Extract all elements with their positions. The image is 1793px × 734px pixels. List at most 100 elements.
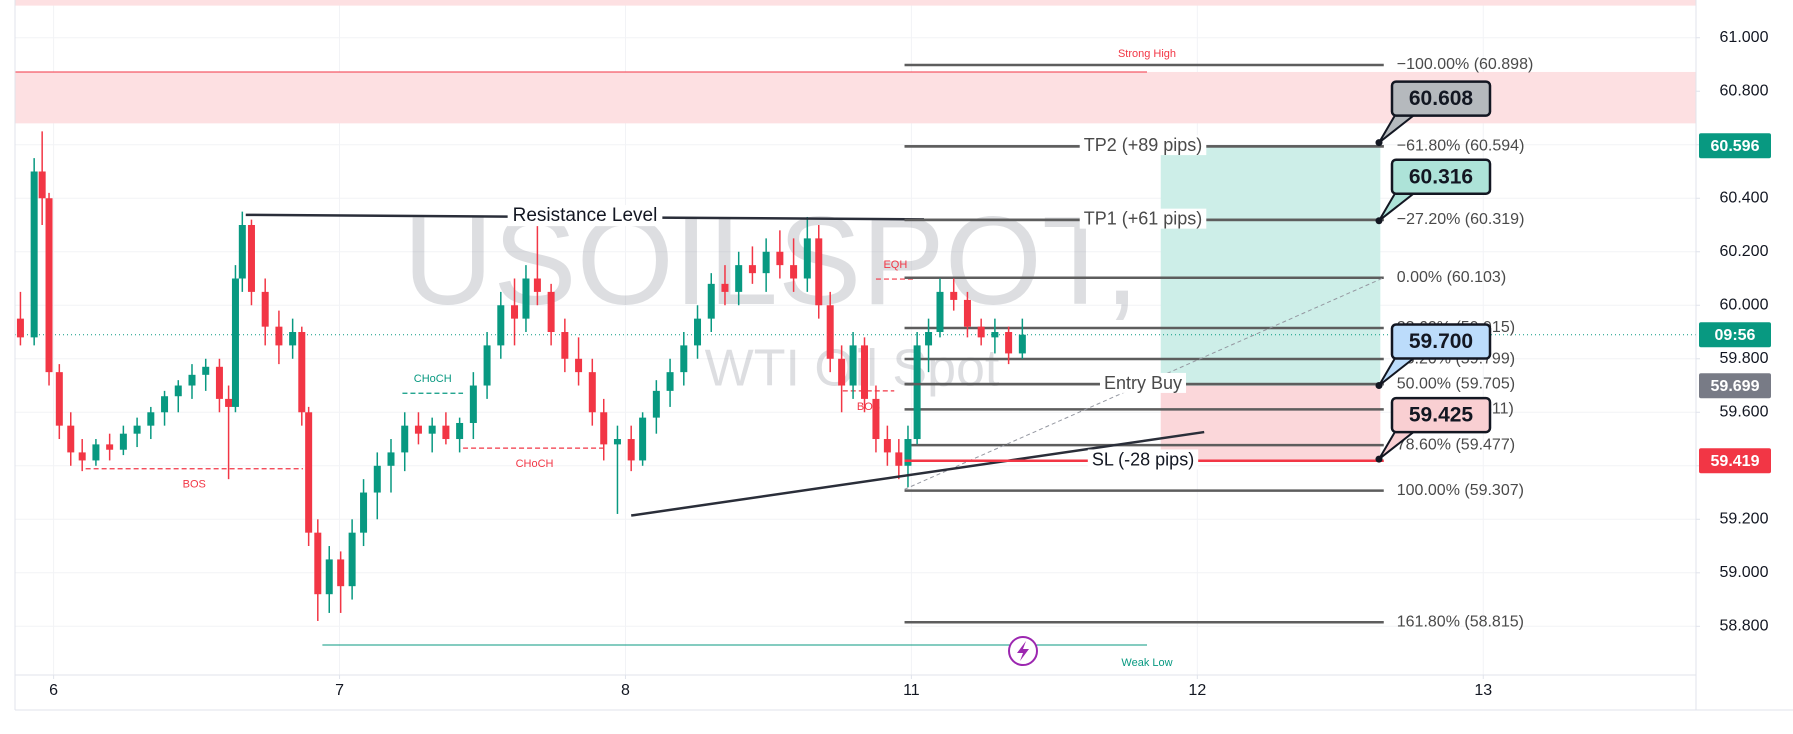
trade-level-label: TP2 (+89 pips) <box>1084 135 1203 155</box>
label-background <box>1079 208 1207 229</box>
fib-label: 0.00% (60.103) <box>1397 269 1506 286</box>
candle-body <box>275 326 283 346</box>
candle-body <box>735 265 743 292</box>
candle-body <box>483 345 491 386</box>
callout-point <box>1375 139 1383 147</box>
candle-body <box>613 439 621 445</box>
candle-body <box>913 345 921 440</box>
candle-body <box>1018 334 1026 354</box>
y-tick-label: 59.600 <box>1720 403 1769 420</box>
candle-body <box>161 396 169 413</box>
candle-body <box>78 452 86 461</box>
candle-body <box>883 439 891 453</box>
candle-body <box>174 385 182 397</box>
candle-body <box>849 345 857 386</box>
candle-body <box>497 305 505 346</box>
candle-body <box>950 291 958 300</box>
y-tick-label: 60.000 <box>1720 296 1769 313</box>
candle-body <box>600 412 608 445</box>
price-badge: 60.596 <box>1711 138 1760 155</box>
candle-body <box>289 332 297 346</box>
candle-body <box>30 171 38 338</box>
candle-body <box>815 238 823 306</box>
candle-body <box>522 278 530 319</box>
structure-label: CHoCH <box>516 458 554 470</box>
candle-body <box>627 439 635 461</box>
countdown: 09:56 <box>1715 327 1756 344</box>
candle-body <box>92 444 100 461</box>
price-badge-box <box>1699 133 1771 159</box>
trendline <box>631 430 1205 517</box>
candle-body <box>67 425 75 453</box>
candle-body <box>803 238 811 279</box>
candle-body <box>838 358 846 386</box>
y-tick-label: 60.800 <box>1720 82 1769 99</box>
structure-label: CHoCH <box>414 373 452 385</box>
candle-body <box>325 559 333 595</box>
candle-body <box>337 559 345 587</box>
alert-icon[interactable] <box>1008 636 1038 666</box>
callout-box <box>1390 323 1492 360</box>
price-badge-box <box>1699 373 1771 399</box>
strong-high-label: Strong High <box>1118 48 1176 60</box>
candle-body <box>904 439 912 466</box>
x-tick-label: 7 <box>335 682 344 699</box>
candle-body <box>305 412 313 533</box>
y-tick-label: 59.800 <box>1720 350 1769 367</box>
candle-body <box>348 532 356 587</box>
candle-body <box>666 372 674 391</box>
candle-body <box>680 345 688 373</box>
candle-body <box>963 299 971 327</box>
y-tick-label: 59.200 <box>1720 511 1769 528</box>
candle-body <box>694 318 702 346</box>
label-background <box>507 205 663 227</box>
callout-label: 60.316 <box>1409 165 1473 188</box>
x-tick-label: 6 <box>49 682 58 699</box>
candle-body <box>639 417 647 461</box>
fib-label: 100.00% (59.307) <box>1397 482 1524 499</box>
y-tick-label: 59.000 <box>1720 564 1769 581</box>
label-background <box>1079 135 1207 156</box>
candle-body <box>977 326 985 338</box>
candle-body <box>414 425 422 434</box>
candle-body <box>16 318 24 338</box>
fib-label: 161.80% (58.815) <box>1397 614 1524 631</box>
label-background <box>1099 372 1187 393</box>
callout-label: 59.425 <box>1409 404 1474 427</box>
weak-low-label: Weak Low <box>1121 657 1172 669</box>
resistance-label: Resistance Level <box>513 205 658 226</box>
price-badge-box <box>1699 448 1771 474</box>
x-tick-label: 12 <box>1188 682 1206 699</box>
trade-level-label: TP1 (+61 pips) <box>1084 209 1203 229</box>
candle-body <box>261 291 269 327</box>
structure-label: BOS <box>183 479 206 491</box>
price-badge: 59.699 <box>1711 378 1760 395</box>
fib-label: −100.00% (60.898) <box>1397 56 1534 73</box>
candle-body <box>790 265 798 279</box>
structure-label: EQH <box>883 259 907 271</box>
candle-body <box>588 372 596 413</box>
fib-label: −27.20% (60.319) <box>1397 211 1525 228</box>
candle-body <box>298 332 306 413</box>
candle-body <box>861 345 869 399</box>
candle-body <box>215 366 223 399</box>
candle-body <box>1005 332 1013 354</box>
candle-body <box>776 251 784 266</box>
candle-body <box>45 198 53 373</box>
candle-body <box>360 492 368 533</box>
candle-body <box>133 425 141 434</box>
x-tick-label: 13 <box>1474 682 1492 699</box>
candle-body <box>247 225 255 292</box>
callout-label: 60.608 <box>1409 87 1474 110</box>
candle-body <box>561 332 569 359</box>
fib-label: 78.60% (59.477) <box>1397 436 1515 453</box>
candle-body <box>373 465 381 493</box>
callout-label: 59.700 <box>1409 330 1473 353</box>
candle-body <box>469 385 477 423</box>
fib-label: 50.00% (59.705) <box>1397 375 1515 392</box>
candle-body <box>511 305 519 319</box>
candle-body <box>575 358 583 373</box>
